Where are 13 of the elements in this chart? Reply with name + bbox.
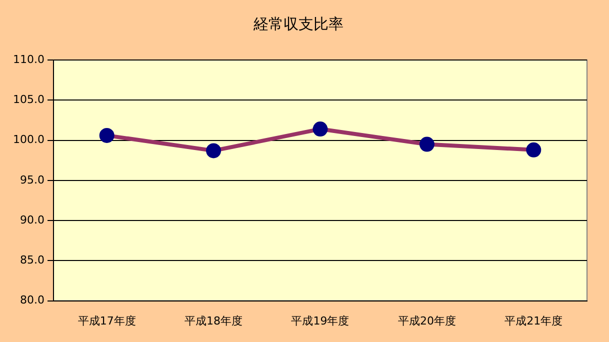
x-tick-label: 平成21年度: [504, 314, 563, 328]
x-tick-label: 平成19年度: [291, 314, 350, 328]
y-tick-label: 85.0: [20, 254, 44, 267]
y-tick-label: 105.0: [12, 92, 44, 106]
x-tick-label: 平成18年度: [184, 314, 243, 328]
y-tick-label: 110.0: [12, 52, 44, 66]
chart-title: 経常収支比率: [252, 14, 344, 33]
y-tick-label: 95.0: [20, 173, 44, 186]
y-tick-label: 90.0: [20, 213, 44, 226]
y-tick-label: 100.0: [12, 133, 44, 146]
x-tick-label: 平成20年度: [398, 314, 456, 328]
x-tick-label: 平成17年度: [78, 314, 136, 328]
y-tick-label: 80.0: [20, 294, 44, 307]
